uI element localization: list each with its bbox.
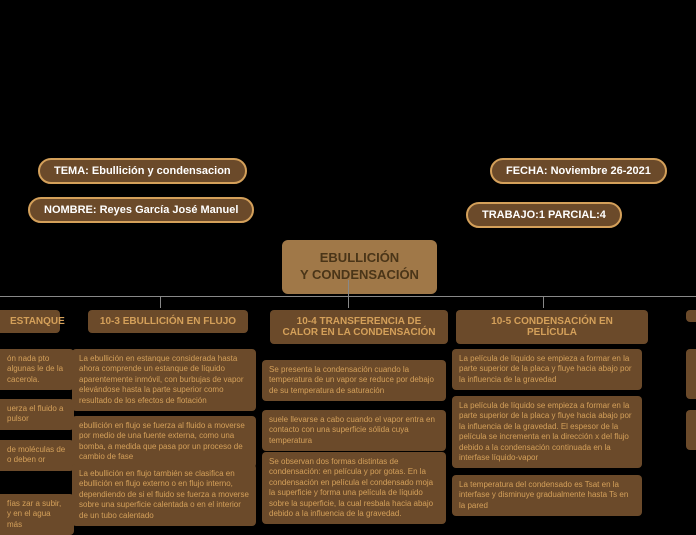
leaf-2a: La ebullición en estanque considerada ha… [72,349,256,411]
leaf-4b: La película de líquido se empieza a form… [452,396,642,468]
leaf-1b: uerza el fluido a pulsor [0,399,74,430]
leaf-1c: de moléculas de o deben or [0,440,74,471]
branch-estanque: ESTANQUE [0,310,60,333]
leaf-3c: Se observan dos formas distintas de cond… [262,452,446,524]
leaf-4a: La película de líquido se empieza a form… [452,349,642,390]
connector-drop-b3 [348,296,349,308]
tag-tema: TEMA: Ebullición y condensacion [38,158,247,184]
leaf-3a: Se presenta la condensación cuando la te… [262,360,446,401]
root-line1: EBULLICIÓN [320,250,399,265]
root-node: EBULLICIÓN Y CONDENSACIÓN [282,240,437,294]
connector-drop-b2 [160,296,161,308]
tag-trabajo: TRABAJO:1 PARCIAL:4 [466,202,622,228]
connector-root-drop [348,280,349,296]
connector-drop-b4 [543,296,544,308]
leaf-1d: fías zar a subir, y en el agua más [0,494,74,535]
tag-fecha: FECHA: Noviembre 26-2021 [490,158,667,184]
leaf-2c: La ebullición en flujo también se clasif… [72,464,256,526]
leaf-1a: ón nada pto algunas le de la cacerola. [0,349,74,390]
branch-pelicula: 10-5 CONDENSACIÓN EN PELÍCULA [456,310,648,344]
branch-partial-right [686,310,696,322]
leaf-5a [686,349,696,399]
leaf-5b [686,410,696,450]
leaf-3b: suele llevarse a cabo cuando el vapor en… [262,410,446,451]
branch-flujo: 10-3 EBULLICIÓN EN FLUJO [88,310,248,333]
tag-nombre: NOMBRE: Reyes García José Manuel [28,197,254,223]
leaf-4c: La temperatura del condensado es Tsat en… [452,475,642,516]
branch-condensacion: 10-4 TRANSFERENCIA DE CALOR EN LA CONDEN… [270,310,448,344]
leaf-2b: ebullición en flujo se fuerza al fluido … [72,416,256,468]
root-line2: Y CONDENSACIÓN [300,267,419,282]
